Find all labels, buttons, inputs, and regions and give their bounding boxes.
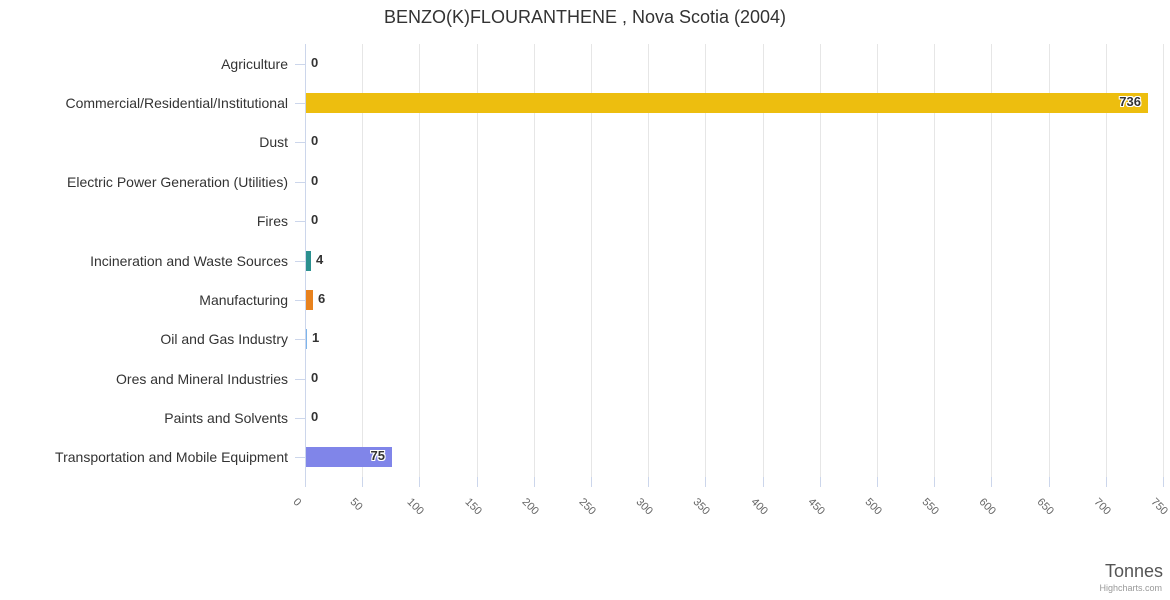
- x-axis-tick: [877, 477, 878, 487]
- x-axis-tick: [763, 477, 764, 487]
- x-axis-tick: [1163, 477, 1164, 487]
- x-axis-tick: [591, 477, 592, 487]
- chart-title: BENZO(K)FLOURANTHENE , Nova Scotia (2004…: [383, 7, 787, 27]
- gridline: [1106, 44, 1107, 477]
- x-axis-label: 400: [748, 496, 770, 518]
- y-axis-tick: [295, 418, 305, 419]
- data-label: 4: [316, 252, 324, 267]
- y-axis-label: Commercial/Residential/Institutional: [65, 95, 288, 111]
- y-axis-tick: [295, 379, 305, 380]
- x-axis-label: 200: [519, 496, 541, 518]
- x-axis-label: 300: [633, 496, 655, 518]
- data-label: 75: [370, 448, 385, 463]
- data-label: 0: [311, 55, 319, 70]
- x-axis-label: 50: [347, 496, 365, 514]
- x-axis-label: 750: [1148, 496, 1170, 518]
- gridline: [362, 44, 363, 477]
- bar[interactable]: [306, 251, 311, 271]
- gridline: [820, 44, 821, 477]
- y-axis-tick: [295, 221, 305, 222]
- data-label: 1: [312, 330, 320, 345]
- y-axis-label: Transportation and Mobile Equipment: [55, 449, 288, 465]
- x-axis-title: Tonnes: [1104, 561, 1163, 581]
- data-label: 0: [311, 409, 319, 424]
- y-axis-tick: [295, 182, 305, 183]
- y-axis-label: Electric Power Generation (Utilities): [67, 174, 288, 190]
- x-axis-tick: [1106, 477, 1107, 487]
- x-axis-tick: [991, 477, 992, 487]
- x-axis-label: 500: [862, 496, 884, 518]
- gridline: [877, 44, 878, 477]
- y-axis-tick: [295, 300, 305, 301]
- gridline: [477, 44, 478, 477]
- y-axis-tick: [295, 457, 305, 458]
- gridline: [991, 44, 992, 477]
- x-axis-label: 150: [462, 496, 484, 518]
- gridline: [591, 44, 592, 477]
- data-label: 0: [311, 370, 319, 385]
- y-axis-tick: [295, 261, 305, 262]
- x-axis-tick: [820, 477, 821, 487]
- y-axis-label: Paints and Solvents: [164, 410, 288, 426]
- x-axis-label: 600: [976, 496, 998, 518]
- bar[interactable]: [306, 447, 392, 467]
- gridline: [1049, 44, 1050, 477]
- data-label: 0: [311, 212, 319, 227]
- y-axis-tick: [295, 103, 305, 104]
- bar[interactable]: [306, 329, 307, 349]
- bar[interactable]: [306, 290, 313, 310]
- gridline: [934, 44, 935, 477]
- plot-area: [305, 44, 1164, 477]
- x-axis-label: 650: [1034, 496, 1056, 518]
- x-axis-tick: [934, 477, 935, 487]
- x-axis-label: 350: [690, 496, 712, 518]
- bar[interactable]: [306, 93, 1148, 113]
- data-label: 736: [1119, 94, 1141, 109]
- y-axis-label: Dust: [259, 134, 288, 150]
- x-axis-tick: [362, 477, 363, 487]
- x-axis-label: 0: [290, 496, 304, 509]
- x-axis-tick: [534, 477, 535, 487]
- x-axis-tick: [419, 477, 420, 487]
- x-axis-label: 250: [576, 496, 598, 518]
- x-axis-label: 700: [1091, 496, 1113, 518]
- data-label: 6: [318, 291, 326, 306]
- x-axis-label: 450: [805, 496, 827, 518]
- gridline: [763, 44, 764, 477]
- highcharts-credit-link[interactable]: Highcharts.com: [1099, 583, 1162, 593]
- gridline: [1163, 44, 1164, 477]
- x-axis-tick: [305, 477, 306, 487]
- x-axis-tick: [1049, 477, 1050, 487]
- y-axis-label: Manufacturing: [199, 292, 288, 308]
- x-axis-label: 550: [919, 496, 941, 518]
- data-label: 0: [311, 133, 319, 148]
- y-axis-label: Agriculture: [221, 56, 288, 72]
- x-axis-tick: [705, 477, 706, 487]
- data-label: 0: [311, 173, 319, 188]
- gridline: [534, 44, 535, 477]
- y-axis-tick: [295, 142, 305, 143]
- gridline: [705, 44, 706, 477]
- x-axis-label: 100: [404, 496, 426, 518]
- y-axis-label: Ores and Mineral Industries: [116, 371, 288, 387]
- gridline: [419, 44, 420, 477]
- y-axis-tick: [295, 339, 305, 340]
- gridline: [648, 44, 649, 477]
- y-axis-label: Incineration and Waste Sources: [90, 253, 288, 269]
- y-axis-label: Fires: [256, 213, 288, 229]
- y-axis-label: Oil and Gas Industry: [160, 331, 288, 347]
- x-axis-tick: [648, 477, 649, 487]
- x-axis-tick: [477, 477, 478, 487]
- y-axis-tick: [295, 64, 305, 65]
